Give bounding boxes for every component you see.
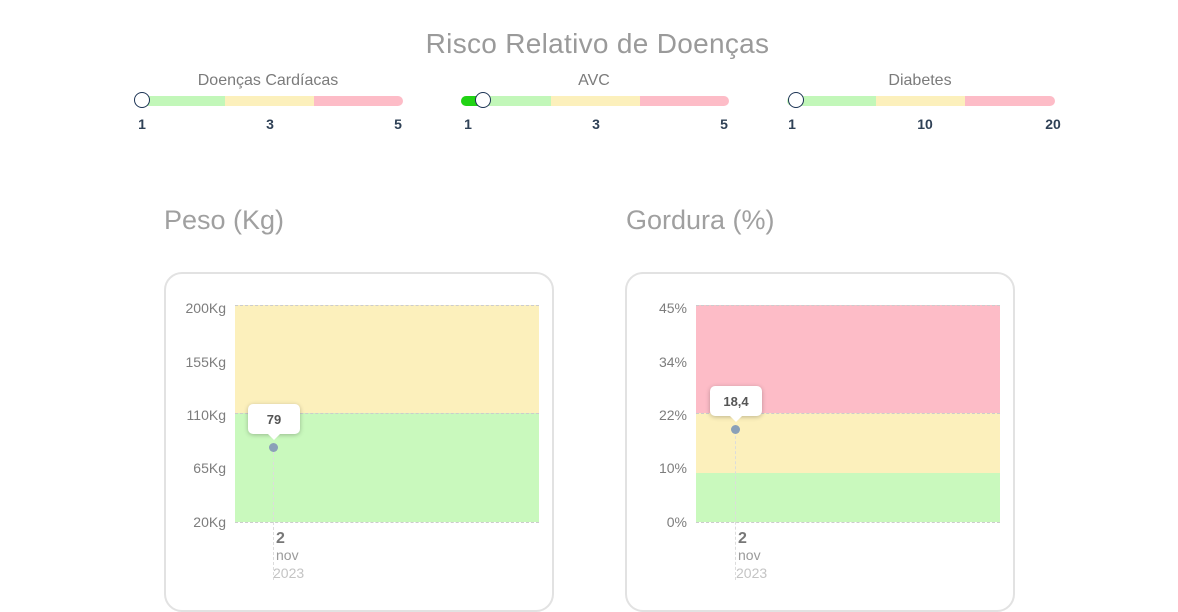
risk-tick-min: 1 — [464, 116, 472, 132]
risk-fill — [461, 96, 483, 106]
page-title: Risco Relativo de Doenças — [425, 28, 770, 59]
yellow-zone-band — [235, 305, 539, 413]
y-tick-label: 45% — [658, 300, 687, 316]
grid-line — [235, 413, 539, 414]
y-tick-label: 0% — [666, 514, 687, 530]
risk-tick-min: 1 — [788, 116, 796, 132]
grid-line — [235, 522, 539, 523]
weight-chart-card: 200Kg 155Kg 110Kg 65Kg 20Kg 79 2 nov 202… — [164, 272, 554, 612]
y-tick-label: 20Kg — [193, 514, 226, 530]
risk-tick-max: 20 — [1045, 116, 1061, 132]
data-point-tooltip: 18,4 — [710, 386, 762, 422]
risk-label: Doenças Cardíacas — [197, 72, 339, 89]
risk-track — [461, 96, 729, 106]
date-guide-line — [735, 431, 736, 580]
risk-tick-max: 5 — [720, 116, 728, 132]
risk-slider-knob[interactable] — [475, 92, 491, 108]
x-date-year: 2023 — [273, 565, 305, 581]
yellow-zone-band — [696, 413, 1000, 473]
risk-tick-mid: 10 — [917, 116, 933, 132]
y-tick-label: 34% — [658, 354, 687, 370]
risk-track — [787, 96, 1055, 106]
y-tick-label: 200Kg — [185, 300, 226, 316]
y-tick-label: 65Kg — [193, 460, 226, 476]
risk-tick-mid: 3 — [266, 116, 274, 132]
grid-line — [696, 305, 1000, 306]
fat-chart-card: 45% 34% 22% 10% 0% 18,4 2 nov 2023 — [625, 272, 1015, 612]
risk-tick-max: 5 — [394, 116, 402, 132]
green-zone-band — [696, 473, 1000, 522]
data-point[interactable] — [731, 425, 740, 434]
y-tick-label: 10% — [658, 460, 687, 476]
risk-gauge-heart-disease: Doenças Cardíacas 1 3 5 — [128, 72, 408, 142]
risk-slider-knob[interactable] — [788, 92, 804, 108]
grid-line — [235, 305, 539, 306]
y-tick-label: 22% — [658, 407, 687, 423]
fat-section-title: Gordura (%) — [626, 205, 775, 235]
risk-label: AVC — [578, 72, 610, 89]
y-tick-label: 155Kg — [185, 354, 226, 370]
grid-line — [696, 413, 1000, 414]
x-date-year: 2023 — [736, 565, 768, 581]
x-date-month: nov — [738, 547, 761, 563]
risk-slider-knob[interactable] — [134, 92, 150, 108]
risk-label: Diabetes — [888, 72, 952, 89]
data-point[interactable] — [269, 443, 278, 452]
x-date-day: 2 — [276, 530, 285, 547]
date-guide-line — [273, 447, 274, 580]
weight-section-title: Peso (Kg) — [164, 205, 285, 235]
x-date-month: nov — [276, 547, 299, 563]
grid-line — [696, 522, 1000, 523]
risk-gauge-stroke: AVC 1 3 5 — [454, 72, 734, 142]
x-date-day: 2 — [738, 530, 747, 547]
risk-gauge-diabetes: Diabetes 1 10 20 — [780, 72, 1061, 142]
data-point-tooltip: 79 — [248, 404, 300, 440]
y-tick-label: 110Kg — [186, 407, 226, 423]
risk-tick-mid: 3 — [592, 116, 600, 132]
risk-tick-min: 1 — [138, 116, 146, 132]
risk-track — [135, 96, 403, 106]
